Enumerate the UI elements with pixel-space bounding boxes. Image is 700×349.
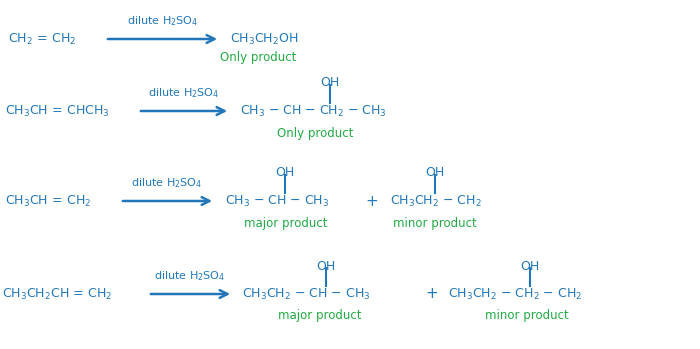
Text: Only product: Only product: [276, 126, 354, 140]
Text: OH: OH: [520, 260, 540, 273]
Text: CH$_3$CH$_2$ $-$ CH$_2$ $-$ CH$_2$: CH$_3$CH$_2$ $-$ CH$_2$ $-$ CH$_2$: [448, 287, 582, 302]
Text: CH$_2$ $\!=\!$ CH$_2$: CH$_2$ $\!=\!$ CH$_2$: [8, 31, 76, 46]
Text: OH: OH: [316, 260, 335, 273]
Text: CH$_3$CH$_2$OH: CH$_3$CH$_2$OH: [230, 31, 298, 46]
Text: OH: OH: [275, 166, 295, 179]
Text: minor product: minor product: [393, 216, 477, 230]
Text: CH$_3$CH $\!=\!$ CHCH$_3$: CH$_3$CH $\!=\!$ CHCH$_3$: [5, 103, 110, 119]
Text: +: +: [365, 193, 379, 208]
Text: Only product: Only product: [220, 51, 296, 64]
Text: CH$_3$ $-$ CH $-$ CH$_2$ $-$ CH$_3$: CH$_3$ $-$ CH $-$ CH$_2$ $-$ CH$_3$: [240, 103, 387, 119]
Text: +: +: [426, 287, 438, 302]
Text: OH: OH: [426, 166, 444, 179]
Text: CH$_3$ $-$ CH $-$ CH$_3$: CH$_3$ $-$ CH $-$ CH$_3$: [225, 193, 329, 209]
Text: CH$_3$CH$_2$ $-$ CH$_2$: CH$_3$CH$_2$ $-$ CH$_2$: [390, 193, 482, 209]
Text: CH$_3$CH$_2$CH $\!=\!$ CH$_2$: CH$_3$CH$_2$CH $\!=\!$ CH$_2$: [2, 287, 113, 302]
Text: CH$_3$CH$_2$ $-$ CH $-$ CH$_3$: CH$_3$CH$_2$ $-$ CH $-$ CH$_3$: [242, 287, 370, 302]
Text: major product: major product: [279, 310, 362, 322]
Text: dilute H$_2$SO$_4$: dilute H$_2$SO$_4$: [132, 176, 202, 190]
Text: major product: major product: [244, 216, 328, 230]
Text: CH$_3$CH $\!=\!$ CH$_2$: CH$_3$CH $\!=\!$ CH$_2$: [5, 193, 92, 209]
Text: dilute H$_2$SO$_4$: dilute H$_2$SO$_4$: [148, 86, 220, 100]
Text: dilute H$_2$SO$_4$: dilute H$_2$SO$_4$: [127, 14, 199, 28]
Text: OH: OH: [321, 76, 340, 89]
Text: minor product: minor product: [485, 310, 569, 322]
Text: dilute H$_2$SO$_4$: dilute H$_2$SO$_4$: [155, 269, 225, 283]
